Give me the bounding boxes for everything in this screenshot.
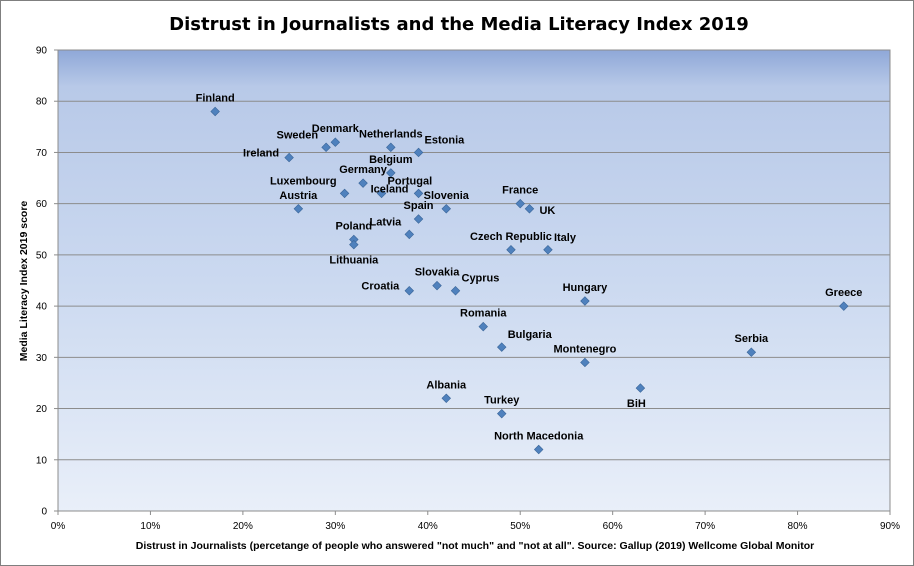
y-tick-label: 10	[36, 455, 48, 466]
point-label: Turkey	[484, 395, 520, 407]
point-label: BiH	[627, 398, 646, 410]
point-label: UK	[539, 205, 555, 217]
x-tick-label: 20%	[233, 521, 253, 532]
point-label: Spain	[404, 200, 434, 212]
y-tick-label: 0	[41, 507, 47, 518]
point-label: Lithuania	[329, 255, 379, 267]
point-label: Germany	[339, 164, 388, 176]
x-tick-label: 80%	[788, 521, 808, 532]
point-label: Albania	[426, 379, 467, 391]
y-tick-label: 60	[36, 199, 48, 210]
point-label: Ireland	[243, 148, 279, 160]
point-label: Bulgaria	[508, 329, 553, 341]
x-tick-label: 90%	[880, 521, 900, 532]
point-label: Cyprus	[462, 273, 500, 285]
point-label: Latvia	[369, 216, 402, 228]
point-label: Serbia	[735, 333, 770, 345]
point-label: Montenegro	[553, 343, 616, 355]
chart-frame: Distrust in Journalists and the Media Li…	[0, 0, 914, 566]
y-tick-label: 50	[36, 250, 48, 261]
x-tick-label: 40%	[418, 521, 438, 532]
y-tick-label: 90	[36, 46, 48, 57]
point-label: Croatia	[361, 281, 400, 293]
y-axis-title: Media Literacy Index 2019 score	[18, 201, 30, 362]
x-tick-label: 70%	[695, 521, 715, 532]
chart-title: Distrust in Journalists and the Media Li…	[169, 14, 749, 35]
x-tick-label: 30%	[325, 521, 345, 532]
point-label: Austria	[279, 190, 318, 202]
point-label: North Macedonia	[494, 431, 584, 443]
point-label: Poland	[335, 221, 372, 233]
point-label: Denmark	[312, 123, 360, 135]
y-tick-label: 80	[36, 97, 48, 108]
point-label: France	[502, 185, 538, 197]
point-label: Greece	[825, 287, 862, 299]
point-label: Slovakia	[415, 267, 461, 279]
y-tick-label: 30	[36, 353, 48, 364]
point-label: Netherlands	[359, 128, 423, 140]
point-label: Estonia	[425, 134, 466, 146]
point-label: Romania	[460, 308, 507, 320]
point-label: Italy	[554, 232, 577, 244]
point-label: Luxembourg	[270, 175, 337, 187]
y-tick-label: 40	[36, 302, 48, 313]
x-axis-title: Distrust in Journalists (percetange of p…	[136, 540, 814, 552]
point-label: Czech Republic	[470, 231, 552, 243]
x-tick-label: 0%	[51, 521, 66, 532]
x-tick-label: 60%	[603, 521, 623, 532]
x-tick-label: 50%	[510, 521, 530, 532]
y-tick-label: 70	[36, 148, 48, 159]
point-label: Hungary	[563, 282, 609, 294]
x-tick-label: 10%	[140, 521, 160, 532]
scatter-chart: Distrust in Journalists and the Media Li…	[1, 1, 913, 565]
point-label: Finland	[196, 92, 235, 104]
y-tick-label: 20	[36, 404, 48, 415]
point-label: Sweden	[277, 129, 319, 141]
point-label: Iceland	[371, 183, 409, 195]
